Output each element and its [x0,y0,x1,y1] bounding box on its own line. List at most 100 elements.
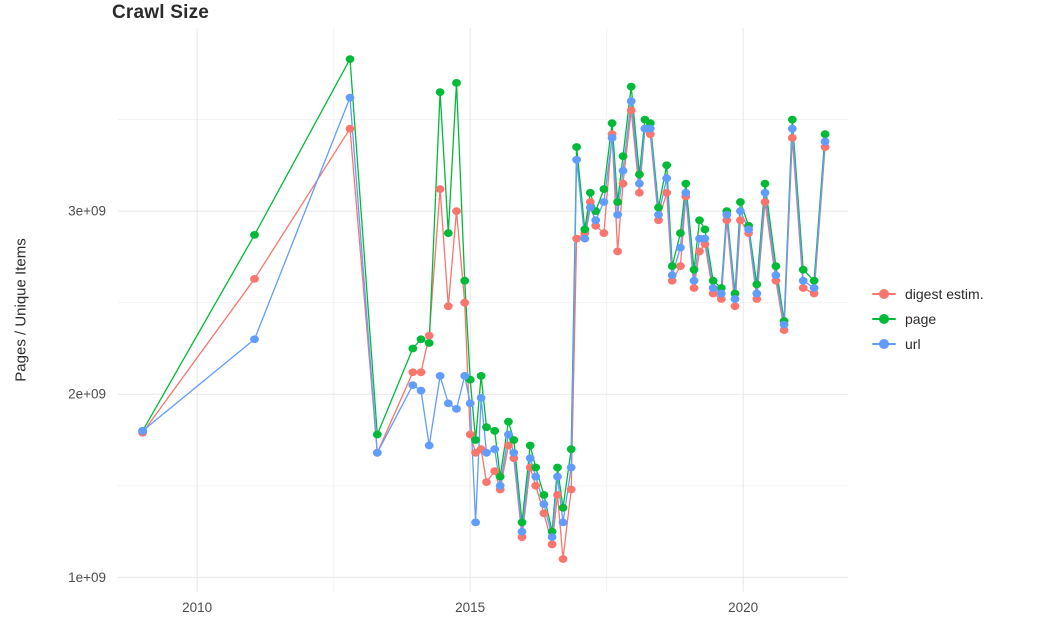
data-point [408,344,418,353]
data-point [435,372,445,380]
data-point [424,441,434,450]
data-point [517,527,527,536]
data-point [662,161,672,170]
data-point [585,188,595,197]
data-point [482,423,491,432]
data-point [490,427,500,435]
data-point [716,289,726,298]
data-point [471,436,480,444]
data-point [681,179,691,188]
data-point [460,276,470,285]
data-point [760,179,770,188]
data-point [539,509,549,518]
data-point [700,234,710,243]
series-points-page [138,55,830,536]
data-point [547,527,557,536]
data-point [689,276,699,285]
data-point [798,276,808,285]
data-point [443,399,453,408]
legend-key-url [872,337,896,351]
data-point [618,152,628,161]
data-point [730,295,740,303]
data-point [572,155,581,164]
data-point [572,143,581,151]
data-point [572,234,581,243]
data-point [495,481,505,490]
series-line-url [142,96,826,538]
data-point [607,119,617,128]
data-point [787,134,797,142]
data-point [138,427,148,435]
data-point [613,198,622,206]
data-point [345,93,355,102]
legend-label: digest estim. [905,286,984,302]
data-point [599,185,609,194]
legend-item-page: page [872,311,984,327]
data-point [531,472,541,481]
data-point [490,445,500,454]
chart-title: Crawl Size [112,2,210,23]
data-point [482,448,491,457]
data-point [635,188,644,197]
data-point [667,271,677,280]
data-point [547,533,557,541]
data-point [820,137,830,146]
data-point [787,115,797,124]
data-point [635,170,644,179]
data-point [730,302,740,311]
data-point [708,276,718,285]
data-point [798,284,808,292]
data-point [471,518,480,527]
data-point [372,430,382,439]
data-point [760,198,770,206]
series-line-digest-estim [142,109,826,560]
data-point [626,82,636,91]
legend: digest estim. page url [872,286,984,352]
data-point [345,55,355,63]
y-tick-label: 2e+09 [68,387,106,402]
data-point [443,302,453,311]
data-point [509,436,519,444]
data-point [558,503,568,512]
data-point [662,174,672,183]
data-point [460,298,470,307]
data-point [736,207,745,216]
data-point [476,372,486,380]
data-point [809,284,819,292]
x-tick-label: 2020 [728,600,758,615]
data-point [599,198,609,206]
data-point [372,448,382,457]
data-point [460,372,470,380]
data-point [736,198,745,206]
data-point [566,485,576,494]
data-point [681,188,691,197]
data-point [553,491,562,499]
data-point [787,124,797,133]
data-point [667,276,677,285]
data-point [752,280,762,289]
x-tick-label: 2010 [182,600,212,615]
data-point [424,331,434,340]
data-point [416,386,426,395]
data-point [553,472,562,481]
data-point [517,518,527,527]
data-point [645,130,655,139]
data-point [700,240,710,249]
data-point [435,185,445,194]
legend-key-digest-estim [872,287,896,301]
data-point [452,79,461,87]
data-point [809,289,819,298]
data-point [708,289,718,298]
data-point [566,445,576,454]
y-tick-label: 1e+09 [68,570,106,585]
data-point [676,262,685,270]
data-point [722,216,732,225]
legend-key-page [872,312,896,326]
data-point [599,229,609,238]
data-point [509,454,519,463]
data-point [465,399,475,408]
data-point [654,216,663,225]
data-point [820,130,830,139]
